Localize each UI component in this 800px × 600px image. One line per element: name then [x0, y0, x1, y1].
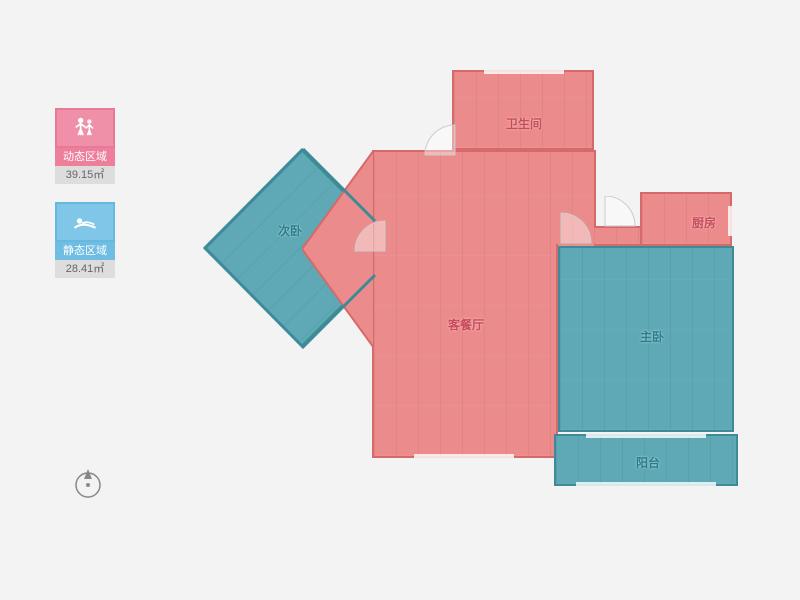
- balcony-window: [576, 482, 716, 486]
- room-kitchen: [640, 192, 732, 246]
- room-living-upper: [372, 150, 596, 246]
- kitchen-window: [728, 206, 732, 236]
- people-icon: [72, 115, 98, 141]
- legend-static-label: 静态区域: [55, 242, 115, 260]
- room-corridor: [594, 226, 640, 246]
- bathroom-window: [484, 70, 564, 74]
- legend-dynamic: 动态区域 39.15㎡: [55, 108, 119, 184]
- legend-dynamic-value: 39.15㎡: [55, 166, 115, 184]
- room-living-lower: [372, 244, 558, 458]
- legend-dynamic-icon-box: [55, 108, 115, 148]
- compass-icon: [70, 465, 106, 506]
- room-balcony: [554, 434, 738, 486]
- sleeping-icon: [72, 209, 98, 235]
- legend-static: 静态区域 28.41㎡: [55, 202, 119, 278]
- room-bathroom: [452, 70, 594, 150]
- room-master-bedroom: [558, 246, 734, 432]
- legend-static-icon-box: [55, 202, 115, 242]
- legend-static-value: 28.41㎡: [55, 260, 115, 278]
- balcony-door: [586, 434, 706, 438]
- legend: 动态区域 39.15㎡ 静态区域 28.41㎡: [55, 108, 119, 296]
- legend-dynamic-label: 动态区域: [55, 148, 115, 166]
- floorplan-canvas: 动态区域 39.15㎡ 静态区域 28.41㎡: [0, 0, 800, 600]
- living-window: [414, 454, 514, 458]
